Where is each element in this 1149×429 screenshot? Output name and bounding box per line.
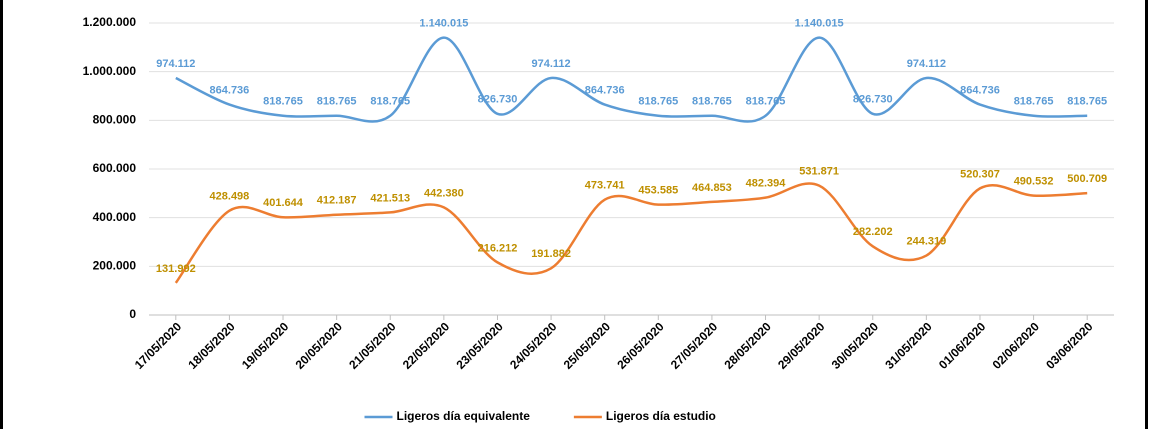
data-label: 818.765	[1067, 96, 1107, 108]
legend-label: Ligeros día equivalente	[397, 409, 531, 423]
data-label: 216.212	[478, 242, 518, 254]
y-tick-label: 1.000.000	[83, 64, 137, 78]
data-label: 818.765	[746, 96, 786, 108]
data-label: 131.992	[156, 263, 196, 275]
data-label: 818.765	[370, 96, 410, 108]
y-tick-label: 200.000	[93, 259, 137, 273]
data-label: 191.882	[531, 248, 571, 260]
data-label: 442.380	[424, 187, 464, 199]
data-label: 482.394	[746, 178, 787, 190]
data-label: 1.140.015	[795, 18, 844, 30]
data-label: 473.741	[585, 180, 625, 192]
y-tick-label: 1.200.000	[83, 15, 137, 29]
data-label: 826.730	[478, 94, 518, 106]
data-label: 974.112	[907, 58, 946, 70]
data-label: 818.765	[317, 96, 357, 108]
data-label: 428.498	[210, 191, 250, 203]
data-label: 818.765	[263, 96, 303, 108]
data-label: 531.871	[799, 165, 839, 177]
data-label: 421.513	[370, 192, 410, 204]
data-label: 500.709	[1067, 173, 1107, 185]
data-label: 818.765	[1014, 96, 1054, 108]
data-label: 974.112	[532, 58, 571, 70]
series-line	[174, 182, 1088, 284]
y-tick-label: 600.000	[93, 161, 137, 175]
data-label: 826.730	[853, 94, 893, 106]
data-label: 864.736	[960, 84, 1000, 96]
data-label: 464.853	[692, 182, 732, 194]
data-label: 282.202	[853, 226, 893, 238]
data-label: 244.319	[906, 235, 946, 247]
data-label: 974.112	[156, 58, 195, 70]
data-label: 490.532	[1014, 176, 1054, 188]
data-label: 818.765	[692, 96, 732, 108]
data-label: 818.765	[638, 96, 678, 108]
data-label: 864.736	[585, 84, 625, 96]
data-label: 864.736	[210, 84, 250, 96]
data-label: 453.585	[638, 185, 678, 197]
data-label: 520.307	[960, 168, 1000, 180]
data-label: 401.644	[263, 197, 304, 209]
y-tick-label: 400.000	[93, 210, 137, 224]
data-label: 412.187	[317, 195, 357, 207]
legend-label: Ligeros día estudio	[606, 409, 716, 423]
y-tick-label: 0	[129, 307, 136, 321]
data-label: 1.140.015	[419, 18, 468, 30]
series-line	[175, 36, 1088, 123]
y-tick-label: 800.000	[93, 113, 137, 127]
